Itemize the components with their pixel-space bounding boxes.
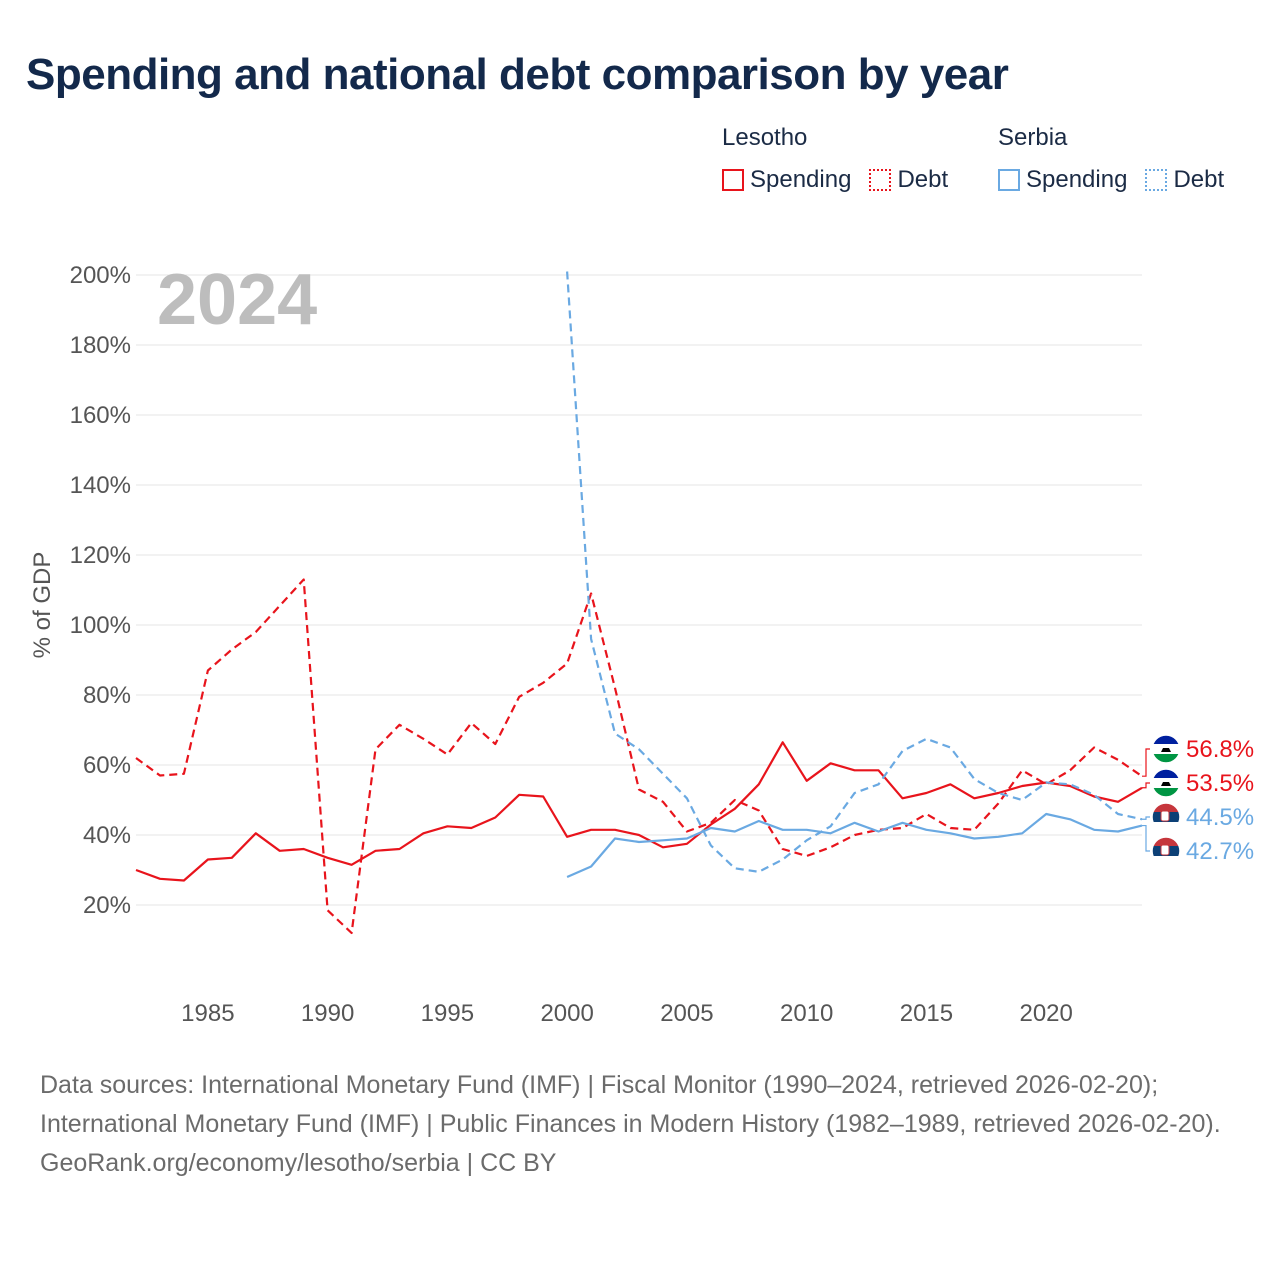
flag-stripes — [1152, 735, 1180, 763]
end-label-connector — [1142, 816, 1150, 820]
end-value-label: 44.5% — [1186, 804, 1254, 831]
y-tick-label: 140% — [70, 472, 131, 499]
legend-swatch-dotted — [869, 169, 892, 191]
y-axis-title: % of GDP — [29, 552, 56, 659]
year-watermark: 2024 — [157, 260, 317, 340]
legend-item-label: Spending — [1026, 166, 1128, 193]
lesotho-flag-icon — [1151, 768, 1181, 798]
end-value-label: 42.7% — [1186, 838, 1254, 865]
y-tick-label: 80% — [83, 682, 131, 709]
y-tick-label: 60% — [83, 752, 131, 779]
flag-hat — [1161, 782, 1171, 786]
flag-ring — [1151, 802, 1181, 832]
x-tick-label: 2020 — [1019, 1000, 1072, 1027]
flag-ring — [1151, 734, 1181, 764]
line-chart: 20% 40% 60% 80% 100% 120% 140% 160% 180% 200% 1985… — [29, 260, 1254, 1027]
legend-item-lesotho-spending[interactable]: Spending — [722, 166, 851, 194]
flag-ring — [1151, 836, 1181, 866]
legend-group-title: Lesotho — [722, 124, 808, 151]
serbia-flag-icon — [1151, 836, 1181, 866]
flag-emblem — [1160, 844, 1170, 856]
series-line-lesotho-debt — [135, 578, 1143, 935]
flag-stripes — [1152, 837, 1180, 865]
x-tick-label: 1985 — [181, 1000, 234, 1027]
flag-stripe — [1152, 769, 1180, 778]
legend-swatch-solid — [998, 169, 1020, 191]
flag-stripes — [1152, 803, 1180, 831]
y-tick-label: 200% — [70, 262, 131, 289]
end-label-connector — [1142, 748, 1150, 777]
gridlines — [136, 274, 1142, 906]
legend-item-serbia-spending[interactable]: Spending — [998, 166, 1127, 194]
legend-item-label: Debt — [1173, 166, 1225, 193]
flag-stripes — [1152, 769, 1180, 797]
flag-emblem — [1160, 810, 1170, 822]
legend-group-lesotho: Lesotho Spending Debt — [722, 124, 966, 194]
flag-stripe — [1152, 788, 1180, 797]
flag-stripe — [1152, 735, 1180, 744]
credit-link[interactable]: GeoRank.org/economy/lesotho/serbia | CC … — [40, 1149, 557, 1177]
flag-stripe — [1152, 837, 1180, 846]
flag-stripe — [1152, 803, 1180, 812]
x-tick-label: 2005 — [660, 1000, 713, 1027]
legend-item-label: Spending — [750, 166, 852, 193]
flag-stripe — [1152, 822, 1180, 831]
end-labels: 56.8% 53.5% 44.5% 42.7% — [1142, 734, 1254, 866]
data-sources: Data sources: International Monetary Fun… — [40, 1071, 1221, 1138]
flag-ring — [1151, 768, 1181, 798]
end-label-connector — [1142, 782, 1150, 789]
x-tick-label: 2015 — [900, 1000, 953, 1027]
end-value-label: 56.8% — [1186, 736, 1254, 763]
lesotho-flag-icon — [1151, 734, 1181, 764]
axes: 20% 40% 60% 80% 100% 120% 140% 160% 180% 200% 1985… — [70, 262, 1073, 1027]
x-tick-label: 1995 — [421, 1000, 474, 1027]
flag-hat — [1161, 748, 1171, 752]
end-label-connector — [1142, 824, 1150, 852]
series-line-lesotho-spending — [135, 741, 1143, 882]
legend-group-title: Serbia — [998, 124, 1068, 151]
x-tick-label: 1990 — [301, 1000, 354, 1027]
legend-group-serbia: Serbia Spending Debt — [998, 124, 1242, 194]
flag-stripe — [1152, 856, 1180, 865]
y-tick-label: 120% — [70, 542, 131, 569]
flag-stripe — [1152, 754, 1180, 763]
x-tick-label: 2000 — [540, 1000, 593, 1027]
y-tick-label: 180% — [70, 332, 131, 359]
legend-swatch-solid — [722, 169, 744, 191]
end-value-label: 53.5% — [1186, 770, 1254, 797]
y-tick-label: 160% — [70, 402, 131, 429]
y-tick-label: 20% — [83, 892, 131, 919]
legend-item-label: Debt — [897, 166, 949, 193]
footer: Data sources: International Monetary Fun… — [40, 1066, 1240, 1183]
series-line-serbia-debt — [566, 271, 1143, 873]
series-lines — [135, 271, 1143, 935]
x-tick-label: 2010 — [780, 1000, 833, 1027]
chart-title: Spending and national debt comparison by… — [26, 50, 1009, 99]
y-tick-label: 100% — [70, 612, 131, 639]
legend-swatch-dotted — [1145, 169, 1168, 191]
y-tick-label: 40% — [83, 822, 131, 849]
serbia-flag-icon — [1151, 802, 1181, 832]
legend-item-lesotho-debt[interactable]: Debt — [869, 166, 948, 194]
series-line-serbia-spending — [566, 812, 1143, 879]
legend-item-serbia-debt[interactable]: Debt — [1145, 166, 1224, 194]
